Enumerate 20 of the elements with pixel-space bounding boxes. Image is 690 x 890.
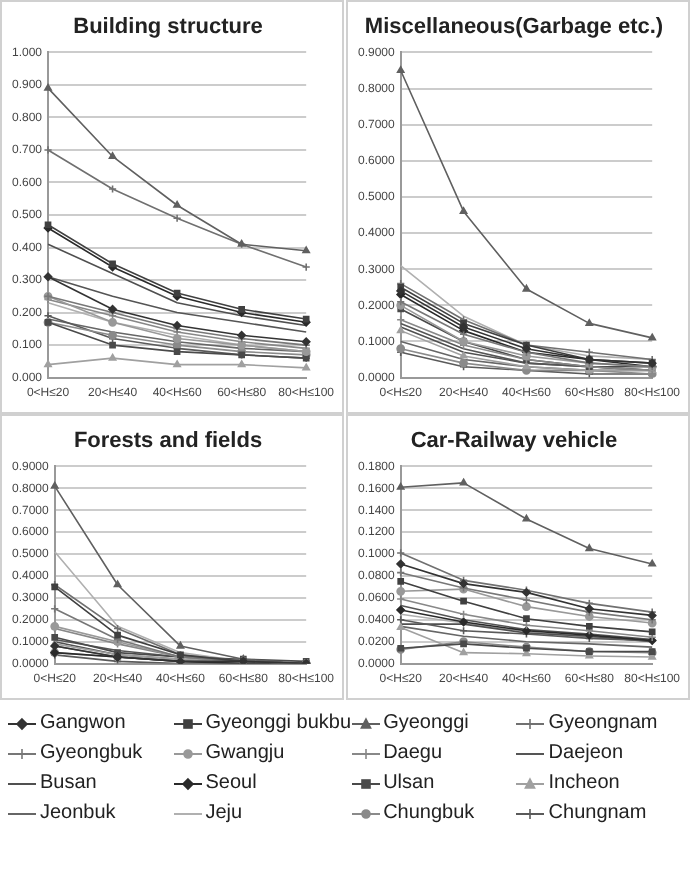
legend-label: Chungnam [548,802,647,824]
legend-label: Gyeongbuk [40,742,143,764]
legend-label: Jeonbuk [40,802,116,824]
legend-label: Gyeonggi [383,712,469,734]
legend-label: Gwangju [205,742,285,764]
chart-title: Car-Railway vehicle [410,429,618,454]
legend-label: Gyeonggi bukbu [205,712,352,734]
legend-label: Incheon [548,772,620,794]
legend-label: Daejeon [548,742,624,764]
chart-title: Miscellaneous(Garbage etc.) [364,15,664,40]
legend-label: Ulsan [383,772,435,794]
legend-label: Gyeongnam [548,712,658,734]
chart-title: Building structure [73,15,263,40]
legend-label: Busan [40,772,97,794]
legend-label: Jeju [205,802,243,824]
chart-title: Forests and fields [73,429,263,454]
legend-label: Gangwon [40,712,126,734]
legend-label: Seoul [205,772,257,794]
legend-label: Daegu [383,742,443,764]
legend-label: Chungbuk [383,802,475,824]
